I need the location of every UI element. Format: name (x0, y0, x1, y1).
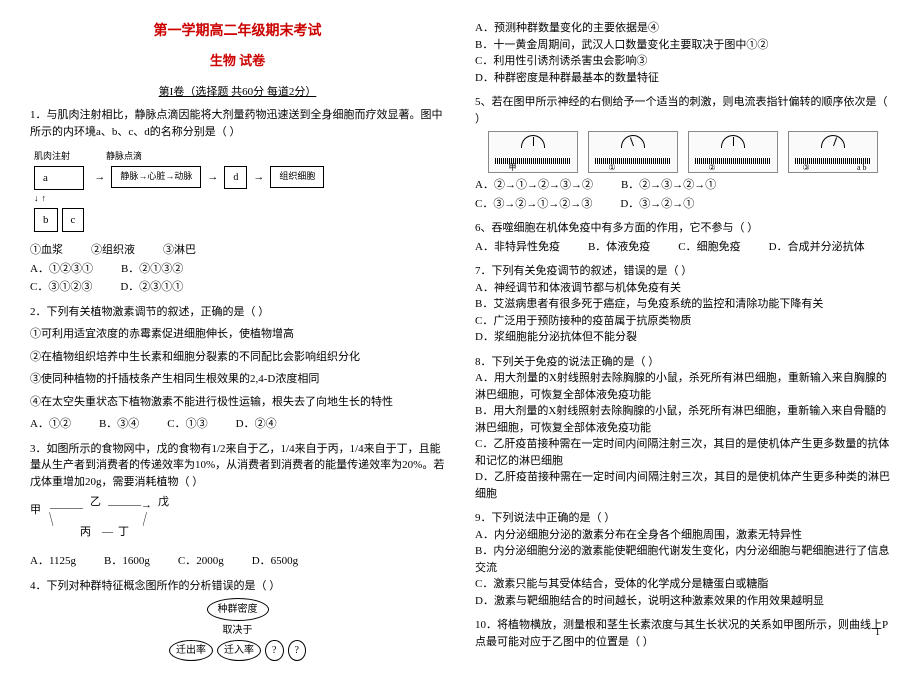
q8-stem: 8．下列关于免疫的说法正确的是（ ） (475, 354, 890, 371)
question-1: 1．与肌肉注射相比，静脉点滴因能将大剂量药物迅速送到全身细胞而疗效显著。图中所示… (30, 107, 445, 296)
right-column: A．预测种群数量变化的主要依据是④ B．十一黄金周期间，武汉人口数量变化主要取决… (475, 20, 890, 669)
q4-stem: 4．下列对种群特征概念图所作的分析错误的是（ ） (30, 578, 445, 595)
question-4: 4．下列对种群特征概念图所作的分析错误的是（ ） 种群密度 取决于 迁出率 迁入… (30, 578, 445, 662)
q3-stem: 3．如图所示的食物网中，戊的食物有1/2来自于乙，1/4来自于丙，1/4来自于丁… (30, 441, 445, 491)
q5-stem: 5、若在图甲所示神经的右侧给予一个适当的刺激，则电流表指针偏转的顺序依次是（ ） (475, 94, 890, 127)
question-6: 6、吞噬细胞在机体免疫中有多方面的作用，它不参与（ ） A．非特异性免疫 B．体… (475, 220, 890, 255)
q1-diagram: 肌肉注射 静脉点滴 a ↓↑ b c → (30, 146, 445, 236)
question-7: 7．下列有关免疫调节的叙述，错误的是（ ） A．神经调节和体液调节都与机体免疫有… (475, 263, 890, 346)
q2-stem: 2．下列有关植物激素调节的叙述，正确的是（ ） (30, 304, 445, 321)
q1-stem: 1．与肌肉注射相比，静脉点滴因能将大剂量药物迅速送到全身细胞而疗效显著。图中所示… (30, 107, 445, 140)
left-column: 第一学期高二年级期末考试 生物 试卷 第I卷（选择题 共60分 每道2分） 1．… (30, 20, 445, 669)
page-number: 1 (875, 627, 880, 638)
q10-stem: 10．将植物横放，测量根和茎生长素浓度与其生长状况的关系如甲图所示，则曲线上P点… (475, 617, 890, 650)
q3-foodweb: 甲 ——— 乙 ———→ 戊 丙 — 丁 ＼ ／ (30, 494, 190, 549)
question-3: 3．如图所示的食物网中，戊的食物有1/2来自于乙，1/4来自于丙，1/4来自于丁… (30, 441, 445, 570)
q6-stem: 6、吞噬细胞在机体免疫中有多方面的作用，它不参与（ ） (475, 220, 890, 237)
question-9: 9．下列说法中正确的是（ ） A．内分泌细胞分泌的激素分布在全身各个细胞周围，激… (475, 510, 890, 609)
question-8: 8．下列关于免疫的说法正确的是（ ） A．用大剂量的X射线照射去除胸腺的小鼠，杀… (475, 354, 890, 503)
subject-title: 生物 试卷 (30, 50, 445, 69)
section-header: 第I卷（选择题 共60分 每道2分） (30, 83, 445, 99)
exam-title: 第一学期高二年级期末考试 (30, 20, 445, 40)
question-2: 2．下列有关植物激素调节的叙述，正确的是（ ） ①可利用适宜浓度的赤霉素促进细胞… (30, 304, 445, 433)
q4-tree: 种群密度 取决于 迁出率 迁入率 ? ? (30, 598, 445, 661)
question-5: 5、若在图甲所示神经的右侧给予一个适当的刺激，则电流表指针偏转的顺序依次是（ ）… (475, 94, 890, 212)
question-4-opts: A．预测种群数量变化的主要依据是④ B．十一黄金周期间，武汉人口数量变化主要取决… (475, 20, 890, 86)
q9-stem: 9．下列说法中正确的是（ ） (475, 510, 890, 527)
q5-galvanometers: 甲 ① ② ③a b (475, 131, 890, 173)
question-10: 10．将植物横放，测量根和茎生长素浓度与其生长状况的关系如甲图所示，则曲线上P点… (475, 617, 890, 650)
q7-stem: 7．下列有关免疫调节的叙述，错误的是（ ） (475, 263, 890, 280)
